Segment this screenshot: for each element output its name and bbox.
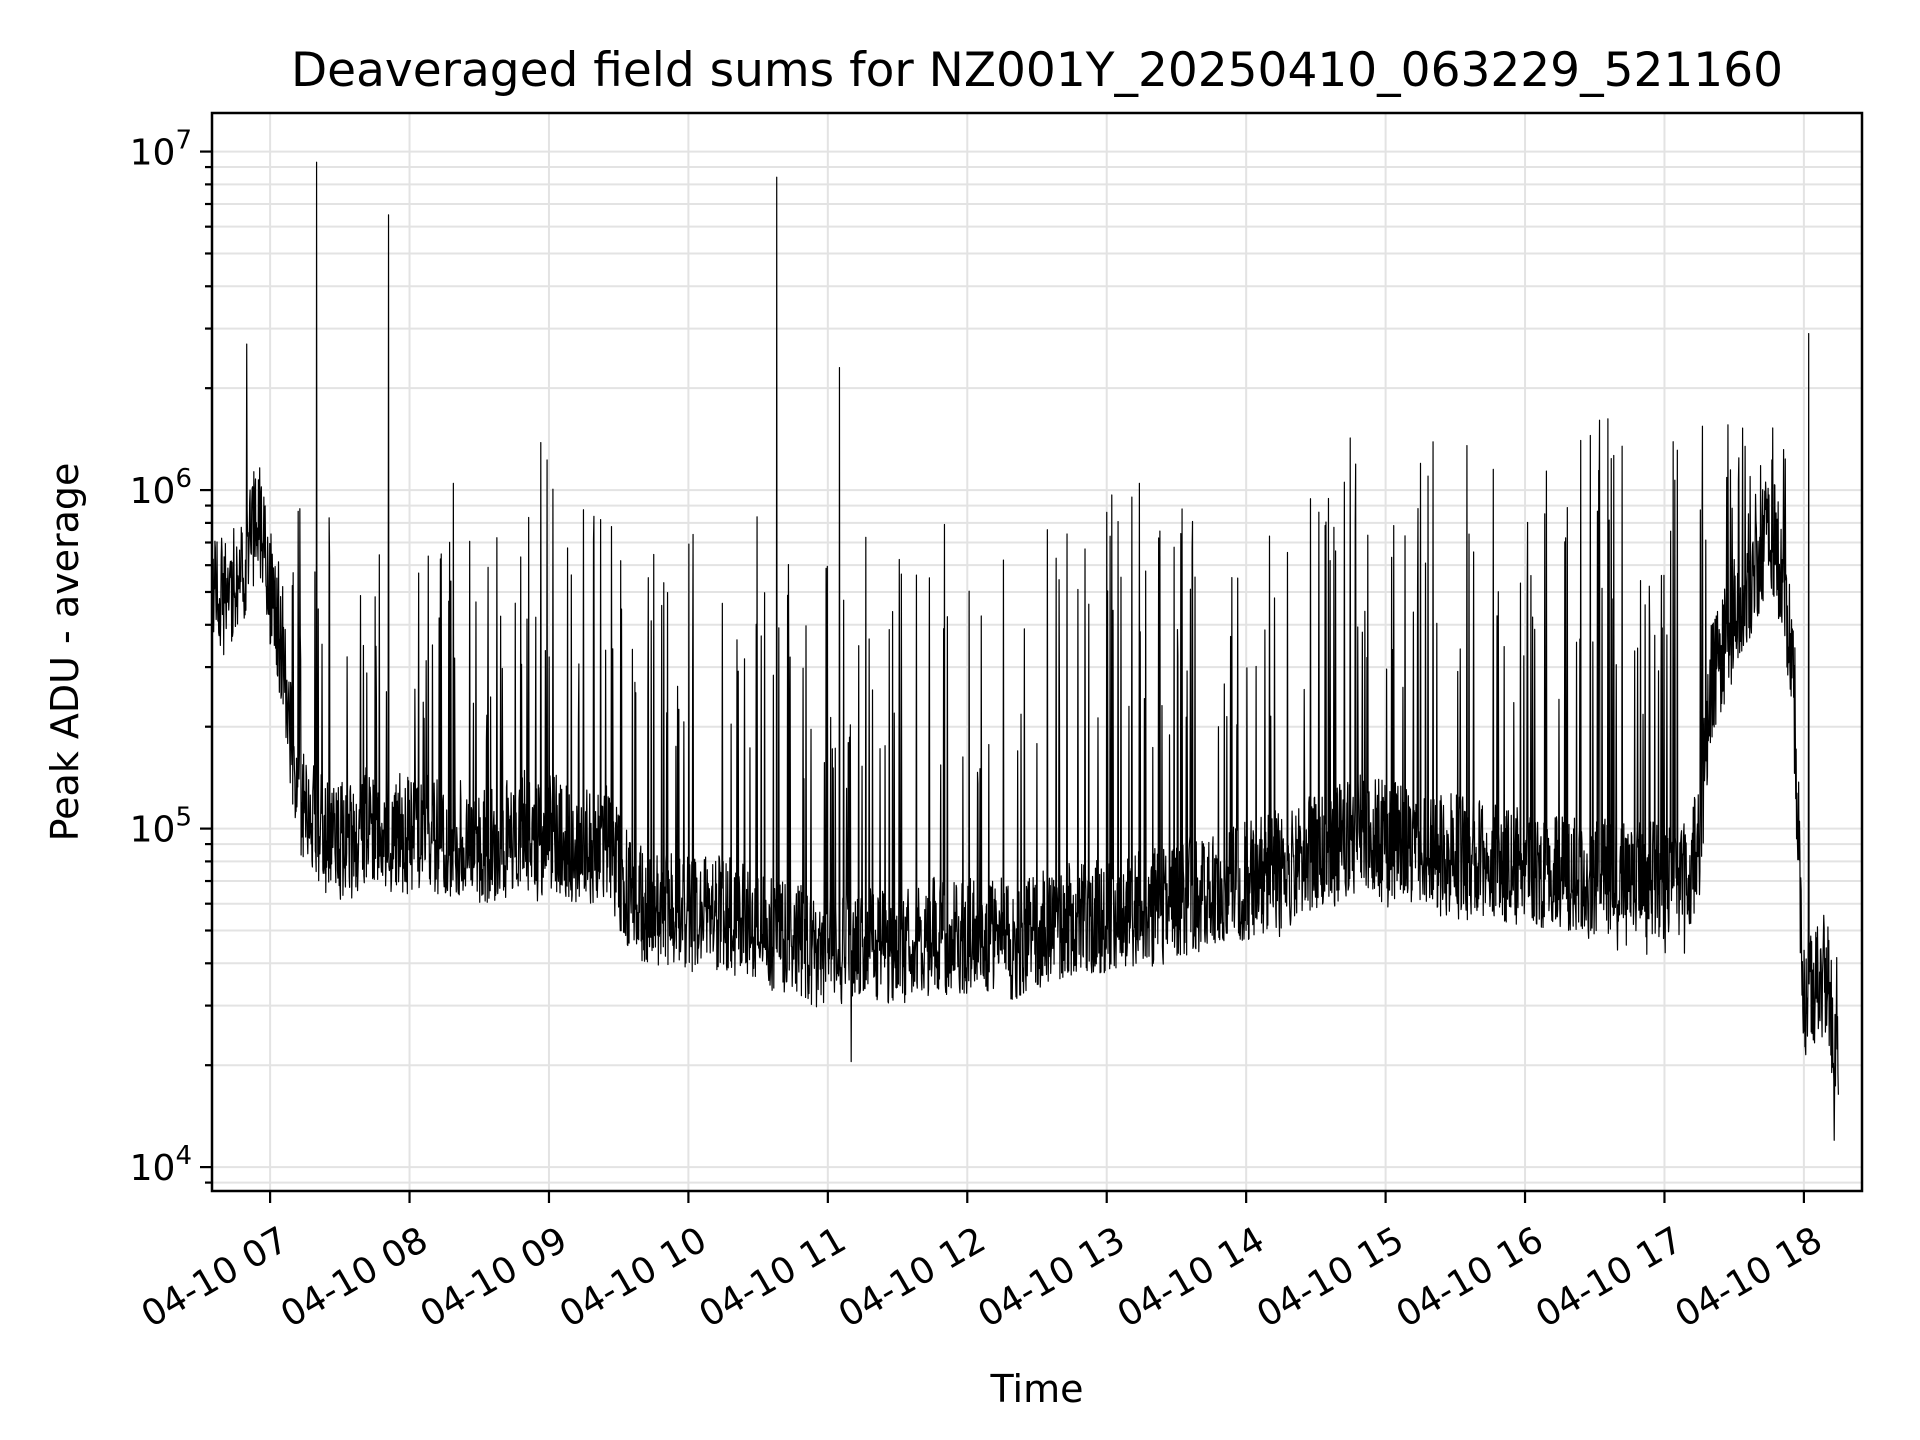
- y-tick-label: 105: [130, 803, 192, 851]
- x-tick-label: 04-10 12: [832, 1219, 993, 1335]
- x-tick-label: 04-10 10: [553, 1219, 714, 1335]
- x-tick-label: 04-10 15: [1250, 1219, 1411, 1335]
- x-tick-label: 04-10 08: [274, 1219, 435, 1335]
- x-tick-label: 04-10 11: [692, 1219, 853, 1335]
- plot-area: [211, 161, 1839, 1141]
- y-tick-label: 107: [130, 126, 192, 174]
- y-tick-label: 106: [130, 464, 192, 512]
- x-axis-label: Time: [990, 1367, 1084, 1411]
- y-axis: 104 105 106 107: [130, 126, 212, 1189]
- plot-frame: [210, 111, 1864, 1193]
- x-tick-label: 04-10 16: [1390, 1219, 1551, 1335]
- x-tick-label: 04-10 17: [1529, 1219, 1690, 1335]
- x-tick-label: 04-10 18: [1669, 1219, 1830, 1335]
- x-tick-label: 04-10 09: [414, 1219, 575, 1335]
- x-tick-label: 04-10 13: [971, 1219, 1132, 1335]
- x-tick-label: 04-10 07: [135, 1219, 296, 1335]
- y-axis-label: Peak ADU - average: [43, 463, 87, 842]
- x-tick-label: 04-10 14: [1111, 1219, 1272, 1335]
- chart-title: Deaveraged field sums for NZ001Y_2025041…: [291, 43, 1783, 98]
- y-tick-label: 104: [130, 1141, 192, 1189]
- minor-grid: [212, 166, 1862, 1184]
- series-line: [211, 161, 1839, 1141]
